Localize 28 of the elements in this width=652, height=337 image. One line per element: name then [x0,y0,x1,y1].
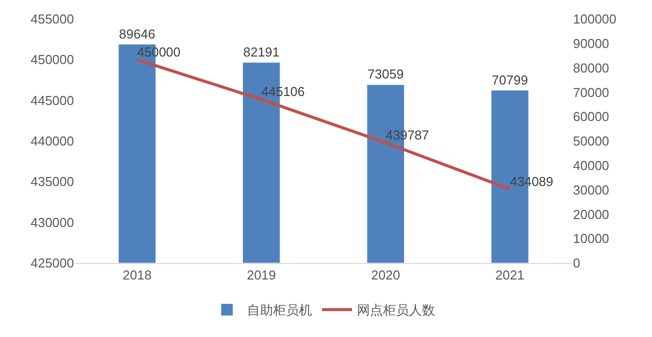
x-tick-label: 2020 [371,268,400,283]
y2-tick-label: 50000 [573,134,610,149]
y-tick-label: 435000 [30,174,74,190]
data-label: 70799 [492,72,528,88]
y2-tick-label: 100000 [573,12,616,27]
legend-label: 自助柜员机 [247,302,312,318]
y2-tick-label: 80000 [573,60,610,76]
y-tick-label: 430000 [30,214,74,230]
y-tick-label: 455000 [30,12,74,27]
y-tick-label: 450000 [30,52,74,68]
y2-tick-label: 40000 [573,158,610,173]
y2-tick-label: 30000 [573,182,610,198]
y2-tick-label: 70000 [573,84,610,100]
data-label: 89646 [119,26,156,42]
x-tick-label: 2019 [246,268,276,283]
y2-tick-label: 20000 [573,206,610,222]
data-label: 73059 [368,66,404,82]
y2-tick-label: 10000 [573,231,610,246]
y2-tick-label: 0 [573,256,580,271]
y2-tick-label: 60000 [573,109,610,124]
data-label: 82191 [243,44,280,60]
legend-label: 网点柜员人数 [357,302,435,318]
x-tick-label: 2018 [122,268,152,283]
x-tick-label: 2021 [495,268,524,283]
y2-tick-label: 90000 [573,36,610,51]
y-tick-label: 445000 [30,92,74,108]
y-tick-label: 425000 [30,256,74,271]
y-tick-label: 440000 [30,134,74,149]
